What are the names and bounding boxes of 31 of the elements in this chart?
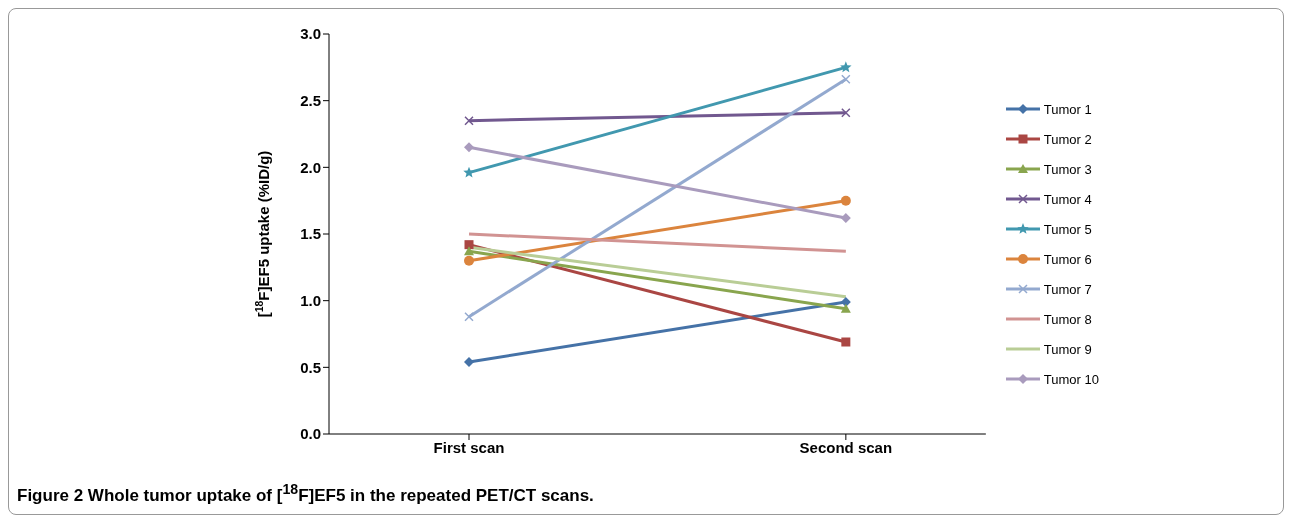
point — [841, 337, 851, 347]
point — [840, 213, 851, 223]
legend-label: Tumor 1 — [1043, 101, 1092, 117]
point — [464, 115, 474, 126]
x-tick-label: First scan — [433, 438, 505, 456]
y-tick-label: 2.5 — [300, 91, 321, 109]
legend-label: Tumor 4 — [1043, 191, 1092, 207]
legend-label: Tumor 7 — [1043, 281, 1092, 297]
point — [464, 357, 474, 367]
legend-label: Tumor 6 — [1043, 251, 1092, 267]
point — [841, 107, 851, 118]
legend-label: Tumor 3 — [1043, 161, 1092, 177]
legend-label: Tumor 10 — [1043, 371, 1099, 387]
y-tick-label: 2.0 — [300, 158, 321, 176]
point — [464, 255, 474, 266]
point — [464, 142, 474, 153]
x-tick-label: Second scan — [799, 438, 893, 456]
y-tick-label: 1.5 — [300, 225, 321, 243]
legend-label: Tumor 2 — [1043, 131, 1092, 147]
legend-label: Tumor 5 — [1043, 221, 1092, 237]
point — [840, 195, 851, 206]
legend-label: Tumor 9 — [1043, 341, 1092, 357]
y-tick-label: 0.0 — [300, 425, 321, 443]
y-tick-label: 1.0 — [300, 291, 321, 309]
point — [840, 61, 852, 73]
text: Figure 2 Whole tumor uptake of [$^{18}$F]EF5 in the repeated PET/CT scans. — [17, 481, 594, 506]
y-tick-label: 3.0 — [300, 25, 321, 43]
point — [464, 311, 474, 322]
y-tick-label: 0.5 — [300, 358, 321, 376]
point — [841, 74, 851, 85]
legend-label: Tumor 8 — [1043, 311, 1092, 327]
